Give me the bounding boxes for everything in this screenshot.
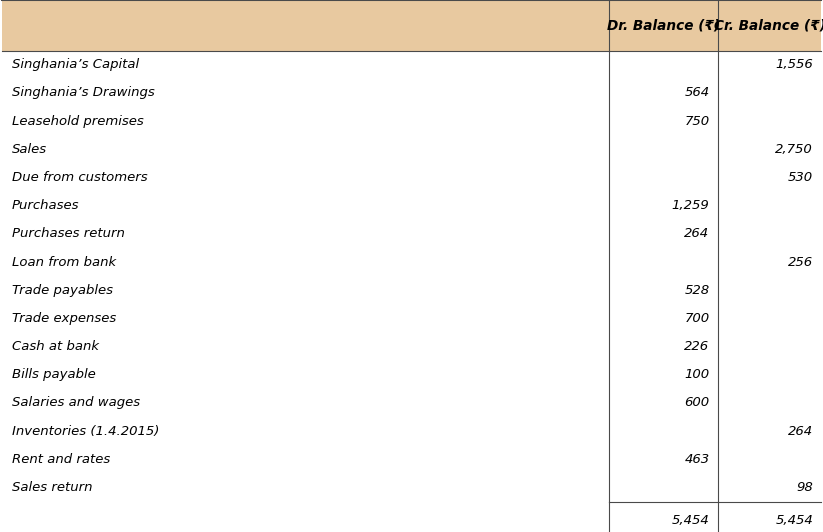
Text: 98: 98 — [797, 481, 813, 494]
Bar — [2, 0, 821, 51]
Text: 750: 750 — [684, 114, 709, 128]
Text: 1,259: 1,259 — [672, 199, 709, 212]
Text: 264: 264 — [684, 227, 709, 240]
Text: 528: 528 — [684, 284, 709, 297]
Text: Sales: Sales — [12, 143, 47, 156]
Text: 5,454: 5,454 — [775, 514, 813, 527]
Text: Trade expenses: Trade expenses — [12, 312, 116, 325]
Text: 530: 530 — [788, 171, 813, 184]
Text: 2,750: 2,750 — [775, 143, 813, 156]
Text: 226: 226 — [684, 340, 709, 353]
Text: Inventories (1.4.2015): Inventories (1.4.2015) — [12, 425, 159, 438]
Text: Purchases return: Purchases return — [12, 227, 124, 240]
Text: Bills payable: Bills payable — [12, 368, 95, 381]
Text: 1,556: 1,556 — [775, 58, 813, 71]
Text: 100: 100 — [684, 368, 709, 381]
Text: Sales return: Sales return — [12, 481, 92, 494]
Text: Cr. Balance (₹): Cr. Balance (₹) — [714, 18, 823, 32]
Text: Leasehold premises: Leasehold premises — [12, 114, 143, 128]
Text: 5,454: 5,454 — [672, 514, 709, 527]
Text: Dr. Balance (₹): Dr. Balance (₹) — [607, 18, 720, 32]
Text: 700: 700 — [684, 312, 709, 325]
Text: Singhania’s Drawings: Singhania’s Drawings — [12, 86, 154, 99]
Text: Loan from bank: Loan from bank — [12, 255, 116, 269]
Text: Singhania’s Capital: Singhania’s Capital — [12, 58, 138, 71]
Text: 564: 564 — [684, 86, 709, 99]
Text: Salaries and wages: Salaries and wages — [12, 396, 140, 410]
Text: 463: 463 — [684, 453, 709, 466]
Text: Cash at bank: Cash at bank — [12, 340, 99, 353]
Text: Due from customers: Due from customers — [12, 171, 147, 184]
Text: Rent and rates: Rent and rates — [12, 453, 109, 466]
Text: 600: 600 — [684, 396, 709, 410]
Text: 264: 264 — [788, 425, 813, 438]
Text: Purchases: Purchases — [12, 199, 79, 212]
Text: 256: 256 — [788, 255, 813, 269]
Text: Trade payables: Trade payables — [12, 284, 113, 297]
